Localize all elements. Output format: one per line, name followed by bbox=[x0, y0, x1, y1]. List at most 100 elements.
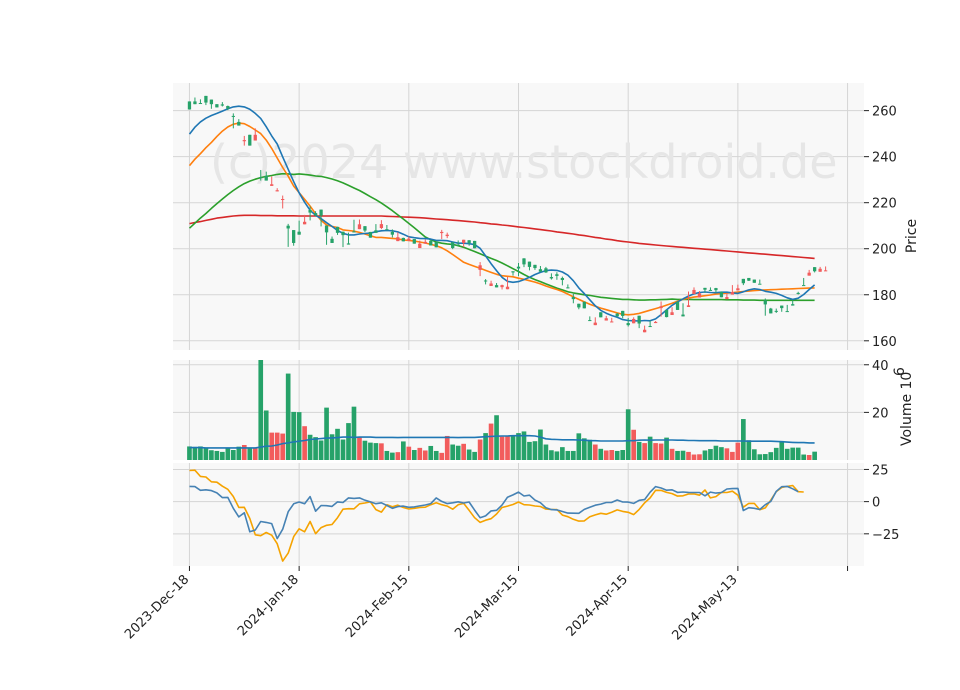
candle bbox=[253, 128, 257, 141]
candle bbox=[527, 261, 532, 271]
candle bbox=[237, 119, 241, 126]
volume-bar bbox=[335, 428, 340, 460]
candle bbox=[275, 188, 279, 192]
volume-bar bbox=[455, 445, 461, 460]
candle bbox=[593, 317, 597, 326]
candle bbox=[533, 264, 537, 270]
candle bbox=[363, 226, 367, 233]
candle bbox=[544, 266, 548, 273]
candle-body bbox=[719, 291, 724, 298]
panel-separator bbox=[173, 350, 864, 360]
volume-bar bbox=[346, 423, 351, 460]
candle bbox=[516, 262, 521, 277]
price-y-tick-label: 220 bbox=[872, 197, 897, 212]
volume-bar bbox=[488, 423, 494, 460]
candle bbox=[719, 291, 724, 298]
candle bbox=[686, 291, 691, 307]
candle-body bbox=[802, 285, 806, 287]
candle-body bbox=[686, 305, 691, 307]
candle-body bbox=[615, 313, 619, 317]
candle bbox=[456, 240, 460, 246]
candle bbox=[401, 237, 405, 242]
candle bbox=[505, 276, 510, 290]
volume-bar bbox=[801, 454, 807, 460]
volume-bar bbox=[230, 450, 236, 460]
volume-bar bbox=[466, 449, 472, 460]
volume-bar bbox=[198, 446, 203, 460]
volume-bar bbox=[477, 439, 483, 460]
candle bbox=[264, 171, 268, 181]
volume-bar bbox=[521, 431, 527, 460]
candle bbox=[741, 278, 745, 286]
candle-body bbox=[538, 269, 543, 272]
candle-body bbox=[577, 303, 581, 308]
candle-body bbox=[593, 322, 597, 326]
candle bbox=[352, 219, 356, 233]
candle-body bbox=[275, 190, 279, 192]
volume-bar bbox=[302, 426, 307, 460]
candle bbox=[440, 229, 444, 240]
volume-bar bbox=[757, 454, 763, 460]
volume-axis-label-text: Volume 10 bbox=[899, 372, 915, 446]
candle bbox=[242, 135, 246, 146]
volume-bar bbox=[664, 437, 669, 460]
volume-bar bbox=[439, 452, 445, 460]
candle bbox=[615, 312, 619, 317]
volume-bar bbox=[790, 447, 796, 460]
candle bbox=[785, 304, 789, 313]
volume-bar bbox=[258, 360, 264, 460]
candle bbox=[500, 284, 504, 290]
sma-short-line bbox=[188, 105, 816, 322]
price-y-tick-label: 160 bbox=[872, 335, 897, 350]
volume-bar bbox=[784, 448, 790, 460]
volume-bar bbox=[741, 419, 746, 460]
candle bbox=[642, 325, 647, 333]
candle bbox=[571, 293, 575, 304]
candle-body bbox=[610, 321, 614, 323]
candle-body bbox=[374, 230, 378, 233]
candle bbox=[472, 240, 477, 249]
candle-body bbox=[270, 184, 274, 186]
candle-body bbox=[313, 213, 318, 216]
candle bbox=[478, 262, 482, 277]
volume-bar bbox=[620, 450, 626, 460]
volume-bar bbox=[751, 449, 757, 460]
volume-bar bbox=[768, 452, 774, 460]
volume-bar bbox=[702, 450, 708, 460]
candle-body bbox=[697, 293, 702, 298]
candle-body bbox=[215, 104, 219, 108]
volume-bar bbox=[390, 452, 395, 460]
volume-bar bbox=[560, 447, 565, 460]
volume-bar bbox=[307, 434, 313, 460]
volume-bar bbox=[225, 448, 231, 460]
volume-bar bbox=[631, 429, 636, 460]
volume-bar bbox=[220, 451, 225, 460]
candle-body bbox=[818, 268, 822, 272]
candle-body bbox=[544, 268, 548, 273]
volume-bar bbox=[329, 434, 335, 460]
volume-panel bbox=[187, 360, 817, 460]
volume-bar bbox=[669, 448, 675, 460]
volume-bar bbox=[214, 450, 220, 460]
candle-body bbox=[187, 101, 192, 110]
volume-bar bbox=[527, 441, 532, 460]
candle bbox=[670, 307, 674, 316]
volume-bar bbox=[762, 454, 768, 460]
candle bbox=[385, 225, 389, 231]
volume-bar bbox=[691, 454, 697, 460]
volume-bar bbox=[379, 443, 384, 460]
candle bbox=[297, 220, 301, 235]
candle-body bbox=[286, 225, 290, 229]
volume-bar bbox=[351, 406, 357, 460]
candle bbox=[324, 225, 329, 245]
candle bbox=[286, 223, 290, 247]
candle bbox=[752, 279, 756, 283]
candle-body bbox=[670, 312, 674, 316]
volume-bar bbox=[187, 446, 192, 460]
sma-200-line bbox=[189, 214, 815, 260]
candle-body bbox=[319, 209, 323, 216]
candle-body bbox=[483, 280, 488, 282]
candle bbox=[648, 320, 652, 328]
candle-body bbox=[566, 287, 570, 289]
candle bbox=[818, 266, 822, 272]
